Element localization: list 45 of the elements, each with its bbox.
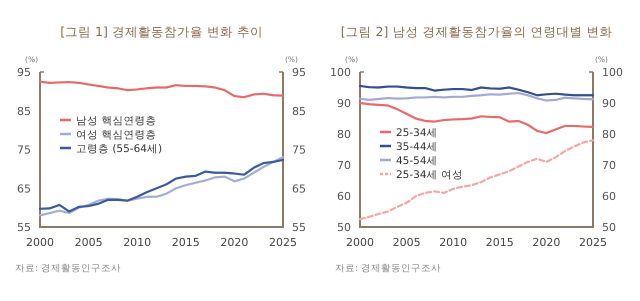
y2-tick-label: 65 <box>292 182 306 196</box>
x-tick-label: 2025 <box>579 236 607 249</box>
x-tick-label: 2015 <box>172 236 200 249</box>
y2-tick-label: 70 <box>602 159 616 172</box>
legend-label: 45-54세 <box>396 155 438 167</box>
legend-label: 25-34세 여성 <box>396 169 463 181</box>
text: 자료: 경제활동인구조사 <box>335 263 442 274</box>
x-tick-label: 2015 <box>486 236 514 249</box>
text: 자료: 경제활동인구조사 <box>15 263 122 274</box>
y2-tick-label: 80 <box>602 128 616 141</box>
x-tick-label: 2000 <box>26 236 54 249</box>
y-tick-label: 60 <box>337 190 351 203</box>
x-tick-label: 2020 <box>532 236 560 249</box>
y-tick-label: 90 <box>337 97 351 110</box>
x-tick-label: 2020 <box>220 236 248 249</box>
legend-label: 남성 핵심연령층 <box>76 115 156 127</box>
x-tick-label: 2010 <box>123 236 152 249</box>
legend-label: 25-34세 <box>396 127 438 139</box>
x-tick-label: 2000 <box>346 236 374 249</box>
x-tick-label: 2010 <box>439 236 468 249</box>
chart-title: [그림 1] 경제활동참가율 변화 추이 <box>60 24 263 39</box>
y2-tick-label: 75 <box>292 144 306 156</box>
y2-tick-label: 50 <box>602 221 616 234</box>
chart-title: [그림 2] 남성 경제활동참가율의 연령대별 변화 <box>340 24 612 39</box>
legend-label: 35-44세 <box>396 141 438 153</box>
y-tick-label: 80 <box>337 128 351 141</box>
y-tick-label: 50 <box>337 221 351 234</box>
y-tick-label: 65 <box>17 182 31 196</box>
y2-tick-label: 95 <box>292 66 306 79</box>
x-tick-label: 2005 <box>74 236 103 249</box>
x-tick-label: 2005 <box>392 236 421 249</box>
x-tick-label: 2025 <box>269 236 297 249</box>
y2-tick-label: 100 <box>602 66 623 79</box>
y-tick-label: 70 <box>337 159 351 172</box>
y2-tick-label: 55 <box>292 221 306 234</box>
y-tick-label: 85 <box>17 104 31 118</box>
legend-label: 여성 핵심연령층 <box>76 129 156 141</box>
y2-tick-label: 85 <box>292 104 306 118</box>
y-tick-label: 55 <box>17 221 31 234</box>
y-tick-label: 100 <box>330 66 351 79</box>
legend-label: 고령층 (55-64세) <box>76 143 162 155</box>
y2-tick-label: 60 <box>602 190 616 203</box>
y2-tick-label: 90 <box>602 97 616 110</box>
y-tick-label: 95 <box>17 66 31 79</box>
y-tick-label: 75 <box>17 144 31 156</box>
